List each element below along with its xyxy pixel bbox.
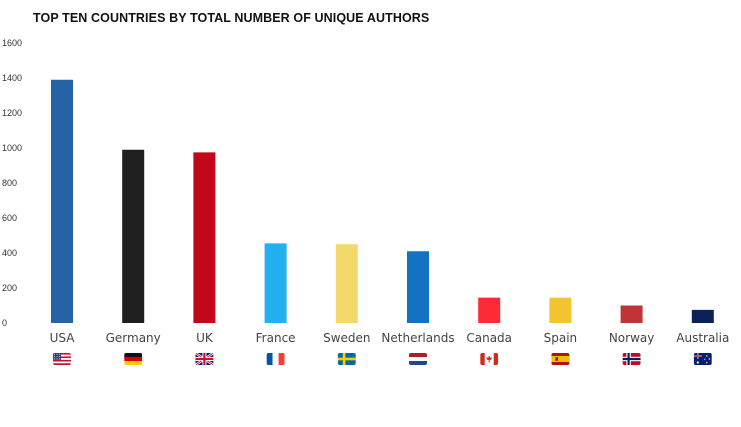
bar-france [264, 243, 287, 323]
x-tick-label: Spain [544, 331, 578, 345]
bar-canada [478, 297, 501, 323]
y-tick-label: 1200 [2, 108, 22, 118]
bars [51, 79, 714, 323]
bar-spain [549, 297, 572, 323]
flag-usa-icon [53, 353, 71, 365]
chart-title: TOP TEN COUNTRIES BY TOTAL NUMBER OF UNI… [33, 11, 430, 25]
flags [53, 353, 712, 365]
y-axis: 0 200 400 600 800 1000 1200 1400 1600 [2, 38, 22, 328]
flag-sweden-icon [337, 353, 356, 365]
flag-netherlands-icon [409, 353, 427, 365]
bar-germany [122, 149, 145, 323]
x-tick-label: UK [196, 331, 214, 345]
x-tick-label: Australia [676, 331, 729, 345]
bar-sweden [335, 244, 358, 323]
x-axis: USA Germany UK France Sweden Netherlands Canad… [50, 331, 730, 345]
flag-australia-icon [693, 353, 712, 365]
flag-norway-icon [622, 353, 641, 365]
flag-spain-icon [551, 353, 570, 365]
x-tick-label: Netherlands [381, 331, 454, 345]
y-tick-label: 400 [2, 248, 17, 258]
y-tick-label: 1000 [2, 143, 22, 153]
x-tick-label: Norway [609, 331, 655, 345]
x-tick-label: USA [50, 331, 76, 345]
flag-france-icon [266, 353, 285, 365]
flag-uk-icon [195, 353, 214, 365]
y-tick-label: 200 [2, 283, 17, 293]
x-tick-label: Sweden [323, 331, 370, 345]
bar-australia [691, 309, 714, 323]
bar-netherlands [407, 251, 429, 323]
flag-germany-icon [124, 353, 143, 365]
x-tick-label: France [256, 331, 296, 345]
y-tick-label: 600 [2, 213, 17, 223]
x-tick-label: Canada [466, 331, 512, 345]
x-tick-label: Germany [106, 331, 161, 345]
bar-uk [193, 152, 216, 323]
flag-canada-icon [480, 353, 499, 365]
y-tick-label: 0 [2, 318, 7, 328]
y-tick-label: 800 [2, 178, 17, 188]
y-tick-label: 1400 [2, 73, 22, 83]
bar-norway [620, 305, 643, 323]
bar-usa [51, 79, 73, 323]
y-tick-label: 1600 [2, 38, 22, 48]
